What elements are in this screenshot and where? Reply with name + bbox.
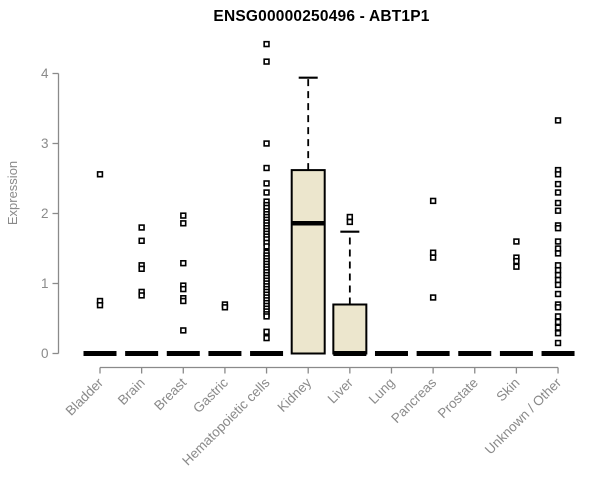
x-tick-label-brain: Brain — [115, 375, 148, 408]
outlier-point-unknown-other — [554, 324, 562, 331]
outlier-point-hematopoietic-cells — [263, 313, 270, 320]
outlier-point-unknown-other — [554, 313, 562, 320]
y-tick-label: 2 — [41, 206, 49, 221]
outlier-point-hematopoietic-cells — [263, 328, 270, 335]
y-tick-label: 1 — [41, 276, 49, 291]
outlier-point-hematopoietic-cells — [263, 189, 270, 196]
outlier-point-unknown-other — [554, 225, 562, 232]
outlier-point-breast — [180, 212, 187, 219]
outlier-point-hematopoietic-cells — [263, 180, 270, 187]
outlier-point-unknown-other — [554, 199, 562, 207]
outlier-point-skin — [513, 238, 520, 245]
x-tick-label-skin: Skin — [493, 375, 522, 404]
x-tick-label-gastric: Gastric — [190, 375, 231, 416]
outlier-point-unknown-other — [554, 189, 562, 196]
outlier-point-unknown-other — [554, 281, 562, 289]
outlier-point-hematopoietic-cells — [263, 140, 270, 147]
x-tick-label-kidney: Kidney — [275, 375, 315, 415]
outlier-point-breast — [180, 327, 187, 334]
x-tick-label-breast: Breast — [151, 375, 189, 413]
outlier-point-pancreas — [429, 294, 437, 301]
outlier-point-unknown-other — [554, 318, 562, 326]
outlier-point-skin — [513, 257, 520, 265]
outlier-point-unknown-other — [554, 262, 562, 269]
outlier-point-breast — [180, 285, 187, 293]
outlier-point-brain — [138, 237, 145, 244]
outlier-point-liver — [346, 213, 354, 221]
x-tick-label-liver: Liver — [325, 375, 357, 407]
x-tick-label-unknown-other: Unknown / Other — [482, 375, 565, 458]
outlier-point-unknown-other — [554, 238, 562, 245]
outlier-point-brain — [138, 224, 145, 231]
box-liver — [332, 303, 368, 355]
outlier-point-unknown-other — [554, 329, 562, 337]
outlier-point-pancreas — [429, 197, 437, 205]
outlier-point-unknown-other — [554, 207, 562, 214]
outlier-point-unknown-other — [554, 117, 562, 124]
x-tick-label-bladder: Bladder — [63, 375, 107, 419]
outlier-point-bladder — [96, 171, 104, 178]
outlier-point-pancreas — [429, 249, 437, 256]
x-tick-label-lung: Lung — [366, 375, 398, 407]
outlier-point-bladder — [96, 301, 104, 309]
outlier-point-unknown-other — [554, 271, 562, 279]
outlier-point-brain — [138, 292, 145, 299]
outlier-point-hematopoietic-cells — [263, 243, 270, 250]
outlier-point-brain — [138, 265, 145, 272]
outlier-point-hematopoietic-cells — [263, 164, 270, 172]
outlier-point-breast — [180, 259, 187, 267]
y-tick-label: 4 — [41, 66, 49, 81]
chart-title: ENSG00000250496 - ABT1P1 — [213, 8, 430, 25]
outlier-point-unknown-other — [554, 290, 562, 298]
outlier-point-hematopoietic-cells — [263, 334, 270, 342]
outlier-point-unknown-other — [554, 339, 562, 347]
x-tick-label-pancreas: Pancreas — [388, 375, 439, 426]
outlier-point-unknown-other — [554, 245, 562, 252]
outlier-point-liver — [346, 218, 354, 226]
x-tick-label-prostate: Prostate — [435, 375, 481, 421]
outlier-point-unknown-other — [554, 266, 562, 274]
outlier-point-unknown-other — [554, 180, 562, 188]
outlier-point-pancreas — [429, 254, 437, 261]
outlier-point-unknown-other — [554, 250, 562, 257]
outlier-point-gastric — [221, 304, 229, 311]
outlier-point-unknown-other — [554, 276, 562, 284]
outlier-point-unknown-other — [554, 171, 562, 178]
outlier-point-hematopoietic-cells — [263, 40, 270, 48]
outlier-point-skin — [513, 263, 520, 270]
y-tick-label: 3 — [41, 136, 49, 151]
outlier-point-hematopoietic-cells — [263, 58, 270, 65]
outlier-point-unknown-other — [554, 304, 562, 311]
outlier-point-breast — [180, 297, 187, 305]
outlier-point-breast — [180, 220, 187, 227]
y-tick-label: 0 — [41, 346, 49, 361]
box-kidney — [290, 169, 326, 355]
